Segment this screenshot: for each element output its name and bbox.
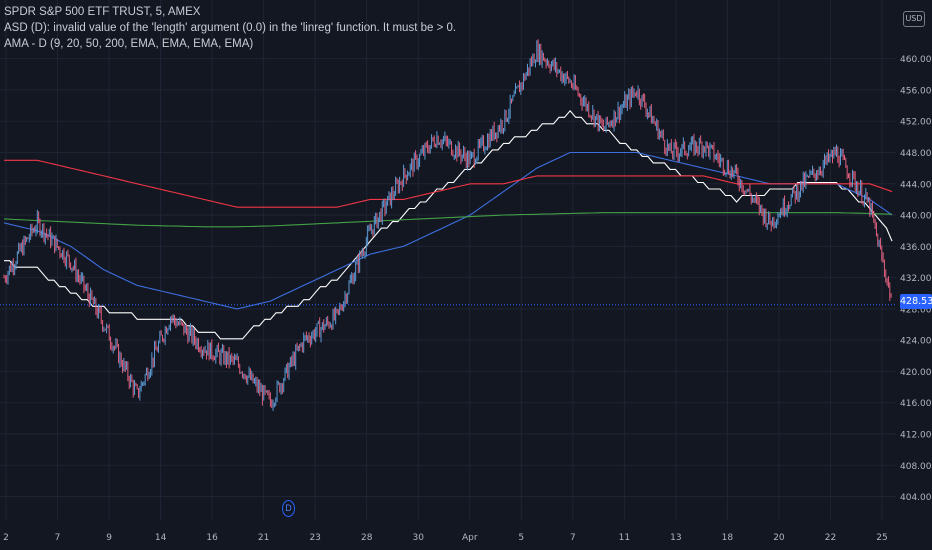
x-tick-label: 23 [309, 533, 320, 543]
ema-lines [3, 109, 893, 340]
symbol-title[interactable]: SPDR S&P 500 ETF TRUST, 5, AMEX [4, 6, 201, 18]
x-tick-label: 7 [570, 533, 576, 543]
ema-line-ema-200 [3, 212, 893, 228]
x-tick-label: 9 [106, 533, 112, 543]
x-tick-label: 28 [361, 533, 373, 543]
time-axis[interactable]: 2 7 9 14 16 21 23 28 30 Apr 5 7 11 13 18 20 22 25 [3, 533, 888, 543]
ama-indicator-label[interactable]: AMA - D (9, 20, 50, 200, EMA, EMA, EMA, … [4, 38, 254, 50]
x-tick-label: 22 [825, 533, 836, 543]
y-tick-label: 440.00 [900, 212, 932, 222]
price-axis[interactable]: 460.00 456.00 452.00 448.00 444.00 440.00 436.… [900, 55, 932, 503]
y-tick-label: 412.00 [900, 430, 932, 440]
y-tick-label: 448.00 [900, 149, 932, 159]
x-tick-label: 25 [876, 533, 887, 543]
x-tick-label: 18 [722, 533, 734, 543]
y-tick-label: 432.00 [900, 274, 932, 284]
y-tick-label: 460.00 [900, 55, 932, 65]
price-candles [3, 39, 892, 411]
y-tick-label: 416.00 [900, 399, 932, 409]
ema-line-ema-20 [3, 151, 893, 310]
chart-grid [0, 0, 896, 520]
dividend-event-marker[interactable]: D [282, 500, 295, 517]
y-tick-label: 436.00 [900, 243, 932, 253]
y-tick-label: 404.00 [900, 493, 932, 503]
x-tick-label: 20 [773, 533, 785, 543]
y-tick-label: 456.00 [900, 86, 932, 96]
y-tick-label: 420.00 [900, 368, 932, 378]
currency-label[interactable]: USD [903, 11, 925, 27]
x-tick-label: 30 [413, 533, 425, 543]
x-tick-label: Apr [462, 533, 478, 543]
y-tick-label: 408.00 [900, 462, 932, 472]
indicator-error-text[interactable]: ASD (D): invalid value of the 'length' a… [4, 22, 457, 34]
y-tick-label: 428.00 [900, 305, 932, 315]
x-tick-label: 16 [206, 533, 218, 543]
ema-line-ema-9 [4, 109, 893, 340]
x-tick-label: 2 [3, 533, 9, 543]
x-tick-label: 7 [55, 533, 61, 543]
last-price-tag: 428.53 [900, 294, 932, 309]
ema-line-ema-50 [4, 159, 893, 208]
y-tick-label: 424.00 [900, 337, 932, 347]
x-tick-label: 11 [619, 533, 630, 543]
x-tick-label: 21 [258, 533, 269, 543]
y-tick-label: 444.00 [900, 180, 932, 190]
x-tick-label: 5 [518, 533, 524, 543]
y-tick-label: 452.00 [900, 118, 932, 128]
x-tick-label: 13 [670, 533, 681, 543]
chart-legend: SPDR S&P 500 ETF TRUST, 5, AMEX ASD (D):… [4, 4, 456, 52]
x-tick-label: 14 [155, 533, 167, 543]
